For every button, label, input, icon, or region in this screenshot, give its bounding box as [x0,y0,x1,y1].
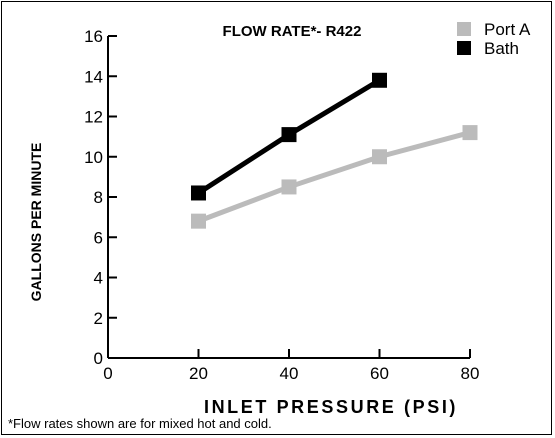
y-tick-label: 10 [84,148,103,167]
footnote: *Flow rates shown are for mixed hot and … [8,416,272,431]
data-point-port-a [281,179,297,195]
x-tick-label: 40 [280,364,299,383]
data-point-port-a [372,149,387,165]
legend-swatch-bath [457,41,471,55]
series-layer [191,72,478,229]
data-point-bath [372,72,387,88]
x-tick-label: 80 [461,364,480,383]
y-tick-label: 14 [84,67,103,86]
chart-title: FLOW RATE*- R422 [223,23,362,40]
y-axis-label: GALLONS PER MINUTE [28,143,44,302]
series-port-a [191,125,478,229]
legend-label-port-a: Port A [484,20,531,39]
y-tick-label: 6 [94,228,103,247]
y-tick-label: 2 [94,309,103,328]
series-bath [191,72,387,201]
x-tick-label: 60 [370,364,389,383]
legend-swatch-port-a [457,22,471,36]
y-tick-label: 16 [84,27,103,46]
y-axis-ticks: 0 2 4 6 8 10 12 14 16 [84,27,117,368]
y-tick-label: 4 [94,269,103,288]
data-point-port-a [191,213,206,229]
y-tick-label: 8 [94,188,103,207]
x-tick-label: 0 [103,364,112,383]
y-tick-label: 0 [94,349,103,368]
data-point-bath [191,185,206,201]
legend-label-bath: Bath [484,39,519,58]
x-axis-ticks: 0 20 40 60 80 [103,349,479,383]
y-tick-label: 12 [84,108,103,127]
series-line-port-a [197,130,471,224]
data-point-port-a [462,125,478,141]
x-axis-label: INLET PRESSURE (PSI) [204,397,458,417]
x-tick-label: 20 [189,364,208,383]
data-point-bath [281,127,297,143]
